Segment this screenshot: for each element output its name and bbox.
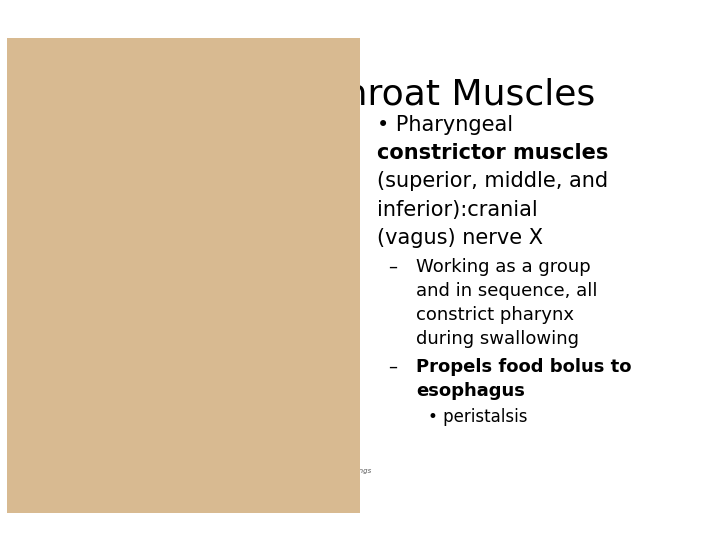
Text: (superior, middle, and: (superior, middle, and <box>377 171 608 191</box>
Text: • peristalsis: • peristalsis <box>428 408 527 426</box>
Text: Neck and Throat Muscles: Neck and Throat Muscles <box>143 77 595 111</box>
Text: (b): (b) <box>99 462 114 472</box>
Text: –: – <box>389 358 397 376</box>
Text: during swallowing: during swallowing <box>416 330 580 348</box>
Text: constrict pharynx: constrict pharynx <box>416 306 575 325</box>
Text: Copyright © 2004 Pearson Education, Inc., publishing as Benjamin Cummings: Copyright © 2004 Pearson Education, Inc.… <box>96 468 371 474</box>
Text: constrictor muscles: constrictor muscles <box>377 143 608 163</box>
Text: esophagus: esophagus <box>416 382 526 400</box>
Text: inferior):cranial: inferior):cranial <box>377 199 538 220</box>
Text: –: – <box>389 258 397 276</box>
Text: Working as a group: Working as a group <box>416 258 591 276</box>
Text: and in sequence, all: and in sequence, all <box>416 282 598 300</box>
Text: Propels food bolus to: Propels food bolus to <box>416 358 632 376</box>
Text: • Pharyngeal: • Pharyngeal <box>377 114 513 134</box>
Text: (vagus) nerve X: (vagus) nerve X <box>377 228 544 248</box>
